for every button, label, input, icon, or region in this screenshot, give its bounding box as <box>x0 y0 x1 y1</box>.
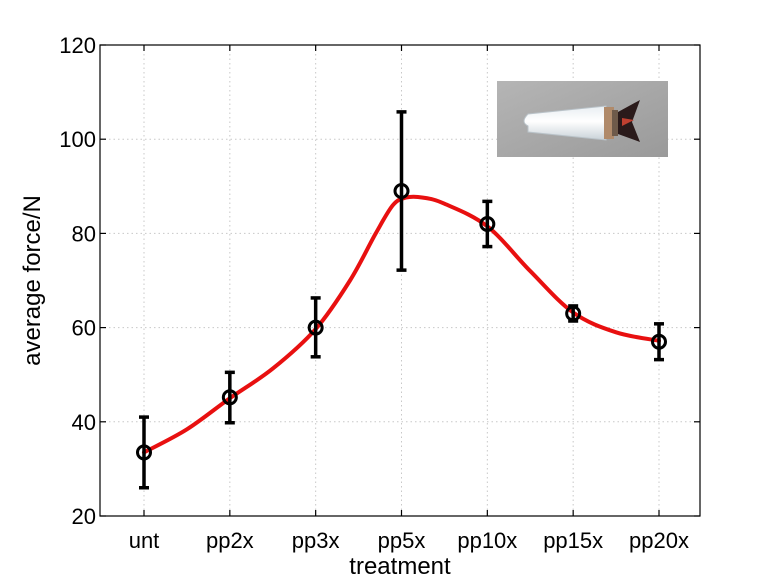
y-tick-label: 120 <box>59 33 96 58</box>
x-tick-label: pp15x <box>543 528 603 553</box>
x-tick-label: pp5x <box>378 528 426 553</box>
data-point <box>479 215 496 232</box>
y-tick-label: 100 <box>59 127 96 152</box>
fit-curve <box>142 194 661 455</box>
data-point <box>136 444 152 461</box>
data-point <box>307 319 324 336</box>
x-axis-label: treatment <box>349 553 451 580</box>
y-tick-label: 20 <box>72 504 96 529</box>
error-bars <box>139 110 664 490</box>
fit-curve-layer <box>142 194 661 455</box>
y-axis-label: average force/N <box>19 195 46 366</box>
x-tick-label: pp20x <box>629 528 689 553</box>
x-tick-label: pp2x <box>206 528 254 553</box>
axis-ticks: 20 40 60 80 100 120 unt pp2x pp3x pp5x pp10x pp15x p… <box>59 33 700 553</box>
data-point <box>393 183 410 200</box>
data-point <box>221 389 238 406</box>
data-point <box>651 333 667 350</box>
y-tick-label: 60 <box>72 316 96 341</box>
cartridge-photo-icon <box>497 81 668 157</box>
y-tick-label: 80 <box>72 221 96 246</box>
y-tick-label: 40 <box>72 410 96 435</box>
x-tick-label: unt <box>129 528 160 553</box>
x-tick-label: pp10x <box>457 528 517 553</box>
data-point <box>565 305 582 322</box>
data-markers <box>136 183 667 461</box>
plot-area-frame <box>99 44 701 517</box>
x-tick-label: pp3x <box>292 528 340 553</box>
